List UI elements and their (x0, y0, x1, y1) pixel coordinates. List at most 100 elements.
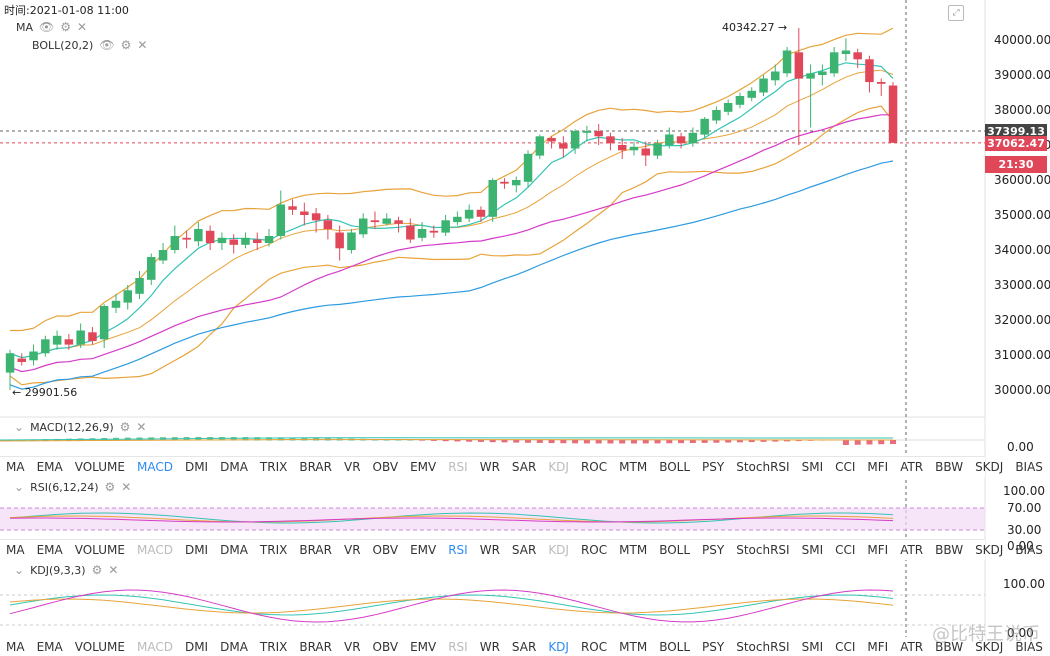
candle-body (618, 145, 627, 151)
indicator-tab-volume[interactable]: VOLUME (74, 460, 125, 474)
indicator-tab-boll[interactable]: BOLL (659, 543, 691, 557)
indicator-tab-macd[interactable]: MACD (136, 543, 173, 557)
indicator-tab-cci[interactable]: CCI (835, 460, 856, 474)
eye-icon[interactable]: 👁 (99, 38, 115, 52)
indicator-tab-obv[interactable]: OBV (372, 639, 399, 654)
indicator-tab-sar[interactable]: SAR (511, 543, 537, 557)
indicator-tab-vr[interactable]: VR (343, 543, 361, 557)
close-icon[interactable]: ✕ (108, 563, 119, 577)
eye-icon[interactable]: 👁 (39, 20, 55, 34)
indicator-tab-bbw[interactable]: BBW (935, 639, 964, 654)
indicator-tab-boll[interactable]: BOLL (659, 460, 691, 474)
indicator-tab-smi[interactable]: SMI (801, 543, 824, 557)
indicator-tab-mfi[interactable]: MFI (867, 639, 889, 654)
indicator-tab-sar[interactable]: SAR (511, 460, 537, 474)
indicator-tab-kdj[interactable]: KDJ (548, 460, 569, 474)
indicator-tab-mtm[interactable]: MTM (619, 639, 648, 654)
indicator-tab-skdj[interactable]: SKDJ (975, 460, 1004, 474)
indicator-tab-dma[interactable]: DMA (220, 543, 248, 557)
indicator-tab-emv[interactable]: EMV (410, 639, 437, 654)
indicator-tab-bias[interactable]: BIAS (1015, 460, 1043, 474)
rsi-axis-30: 30.00 (1007, 523, 1042, 537)
indicator-tab-macd[interactable]: MACD (136, 460, 173, 474)
indicator-tab-ema[interactable]: EMA (36, 543, 63, 557)
indicator-tab-rsi[interactable]: RSI (448, 543, 468, 557)
indicator-tab-brar[interactable]: BRAR (299, 543, 332, 557)
indicator-tab-bias[interactable]: BIAS (1015, 543, 1043, 557)
indicator-tab-dma[interactable]: DMA (220, 460, 248, 474)
indicator-tab-wr[interactable]: WR (479, 460, 500, 474)
indicator-tab-skdj[interactable]: SKDJ (975, 639, 1004, 654)
indicator-tab-atr[interactable]: ATR (900, 460, 924, 474)
indicator-tab-psy[interactable]: PSY (702, 460, 725, 474)
close-icon[interactable]: ✕ (121, 480, 132, 494)
collapse-icon[interactable]: ⌄ (14, 563, 25, 577)
indicator-tab-ma[interactable]: MA (6, 460, 25, 474)
indicator-tab-dmi[interactable]: DMI (184, 460, 209, 474)
indicator-tab-vr[interactable]: VR (343, 460, 361, 474)
indicator-tab-mtm[interactable]: MTM (619, 460, 648, 474)
close-icon[interactable]: ✕ (137, 38, 148, 52)
indicator-tab-roc[interactable]: ROC (580, 460, 608, 474)
indicator-tab-rsi[interactable]: RSI (448, 639, 468, 654)
indicator-tab-psy[interactable]: PSY (702, 543, 725, 557)
gear-icon[interactable]: ⚙ (104, 480, 116, 494)
indicator-tab-vr[interactable]: VR (343, 639, 361, 654)
indicator-tab-ma[interactable]: MA (6, 639, 25, 654)
indicator-tab-skdj[interactable]: SKDJ (975, 543, 1004, 557)
indicator-tab-brar[interactable]: BRAR (299, 460, 332, 474)
indicator-tab-ma[interactable]: MA (6, 543, 25, 557)
indicator-tab-macd[interactable]: MACD (136, 639, 173, 654)
indicator-tab-trix[interactable]: TRIX (259, 639, 288, 654)
indicator-tab-trix[interactable]: TRIX (259, 543, 288, 557)
gear-icon[interactable]: ⚙ (120, 38, 132, 52)
indicator-tab-smi[interactable]: SMI (801, 460, 824, 474)
indicator-tab-sar[interactable]: SAR (511, 639, 537, 654)
indicator-tab-roc[interactable]: ROC (580, 543, 608, 557)
indicator-tab-mtm[interactable]: MTM (619, 543, 648, 557)
indicator-tab-bias[interactable]: BIAS (1015, 639, 1043, 654)
indicator-tab-stochrsi[interactable]: StochRSI (736, 543, 790, 557)
indicator-tab-emv[interactable]: EMV (410, 460, 437, 474)
indicator-tab-cci[interactable]: CCI (835, 543, 856, 557)
indicator-tab-kdj[interactable]: KDJ (548, 543, 569, 557)
indicator-tab-psy[interactable]: PSY (702, 639, 725, 654)
indicator-tab-stochrsi[interactable]: StochRSI (736, 460, 790, 474)
indicator-tab-stochrsi[interactable]: StochRSI (736, 639, 790, 654)
indicator-tab-rsi[interactable]: RSI (448, 460, 468, 474)
collapse-icon[interactable]: ⌄ (14, 480, 25, 494)
gear-icon[interactable]: ⚙ (91, 563, 103, 577)
indicator-tab-bbw[interactable]: BBW (935, 543, 964, 557)
fullscreen-icon[interactable]: ⤢ (948, 5, 964, 21)
indicator-tab-kdj[interactable]: KDJ (548, 639, 569, 654)
gear-icon[interactable]: ⚙ (60, 20, 72, 34)
collapse-icon[interactable]: ⌄ (14, 420, 25, 434)
indicator-tab-mfi[interactable]: MFI (867, 543, 889, 557)
indicator-tab-wr[interactable]: WR (479, 639, 500, 654)
indicator-tab-brar[interactable]: BRAR (299, 639, 332, 654)
close-icon[interactable]: ✕ (136, 420, 147, 434)
indicator-tab-cci[interactable]: CCI (835, 639, 856, 654)
indicator-tab-dmi[interactable]: DMI (184, 639, 209, 654)
indicator-tab-ema[interactable]: EMA (36, 639, 63, 654)
indicator-tab-roc[interactable]: ROC (580, 639, 608, 654)
indicator-tab-mfi[interactable]: MFI (867, 460, 889, 474)
indicator-tab-volume[interactable]: VOLUME (74, 543, 125, 557)
indicator-tab-dma[interactable]: DMA (220, 639, 248, 654)
indicator-tab-atr[interactable]: ATR (900, 639, 924, 654)
close-icon[interactable]: ✕ (77, 20, 88, 34)
gear-icon[interactable]: ⚙ (119, 420, 131, 434)
indicator-tab-ema[interactable]: EMA (36, 460, 63, 474)
indicator-tab-bbw[interactable]: BBW (935, 460, 964, 474)
indicator-tab-obv[interactable]: OBV (372, 543, 399, 557)
indicator-tab-dmi[interactable]: DMI (184, 543, 209, 557)
indicator-tab-boll[interactable]: BOLL (659, 639, 691, 654)
indicator-tab-atr[interactable]: ATR (900, 543, 924, 557)
indicator-tab-smi[interactable]: SMI (801, 639, 824, 654)
indicator-tab-wr[interactable]: WR (479, 543, 500, 557)
indicator-tab-trix[interactable]: TRIX (259, 460, 288, 474)
indicator-tab-emv[interactable]: EMV (410, 543, 437, 557)
indicator-tab-volume[interactable]: VOLUME (74, 639, 125, 654)
indicator-tab-obv[interactable]: OBV (372, 460, 399, 474)
